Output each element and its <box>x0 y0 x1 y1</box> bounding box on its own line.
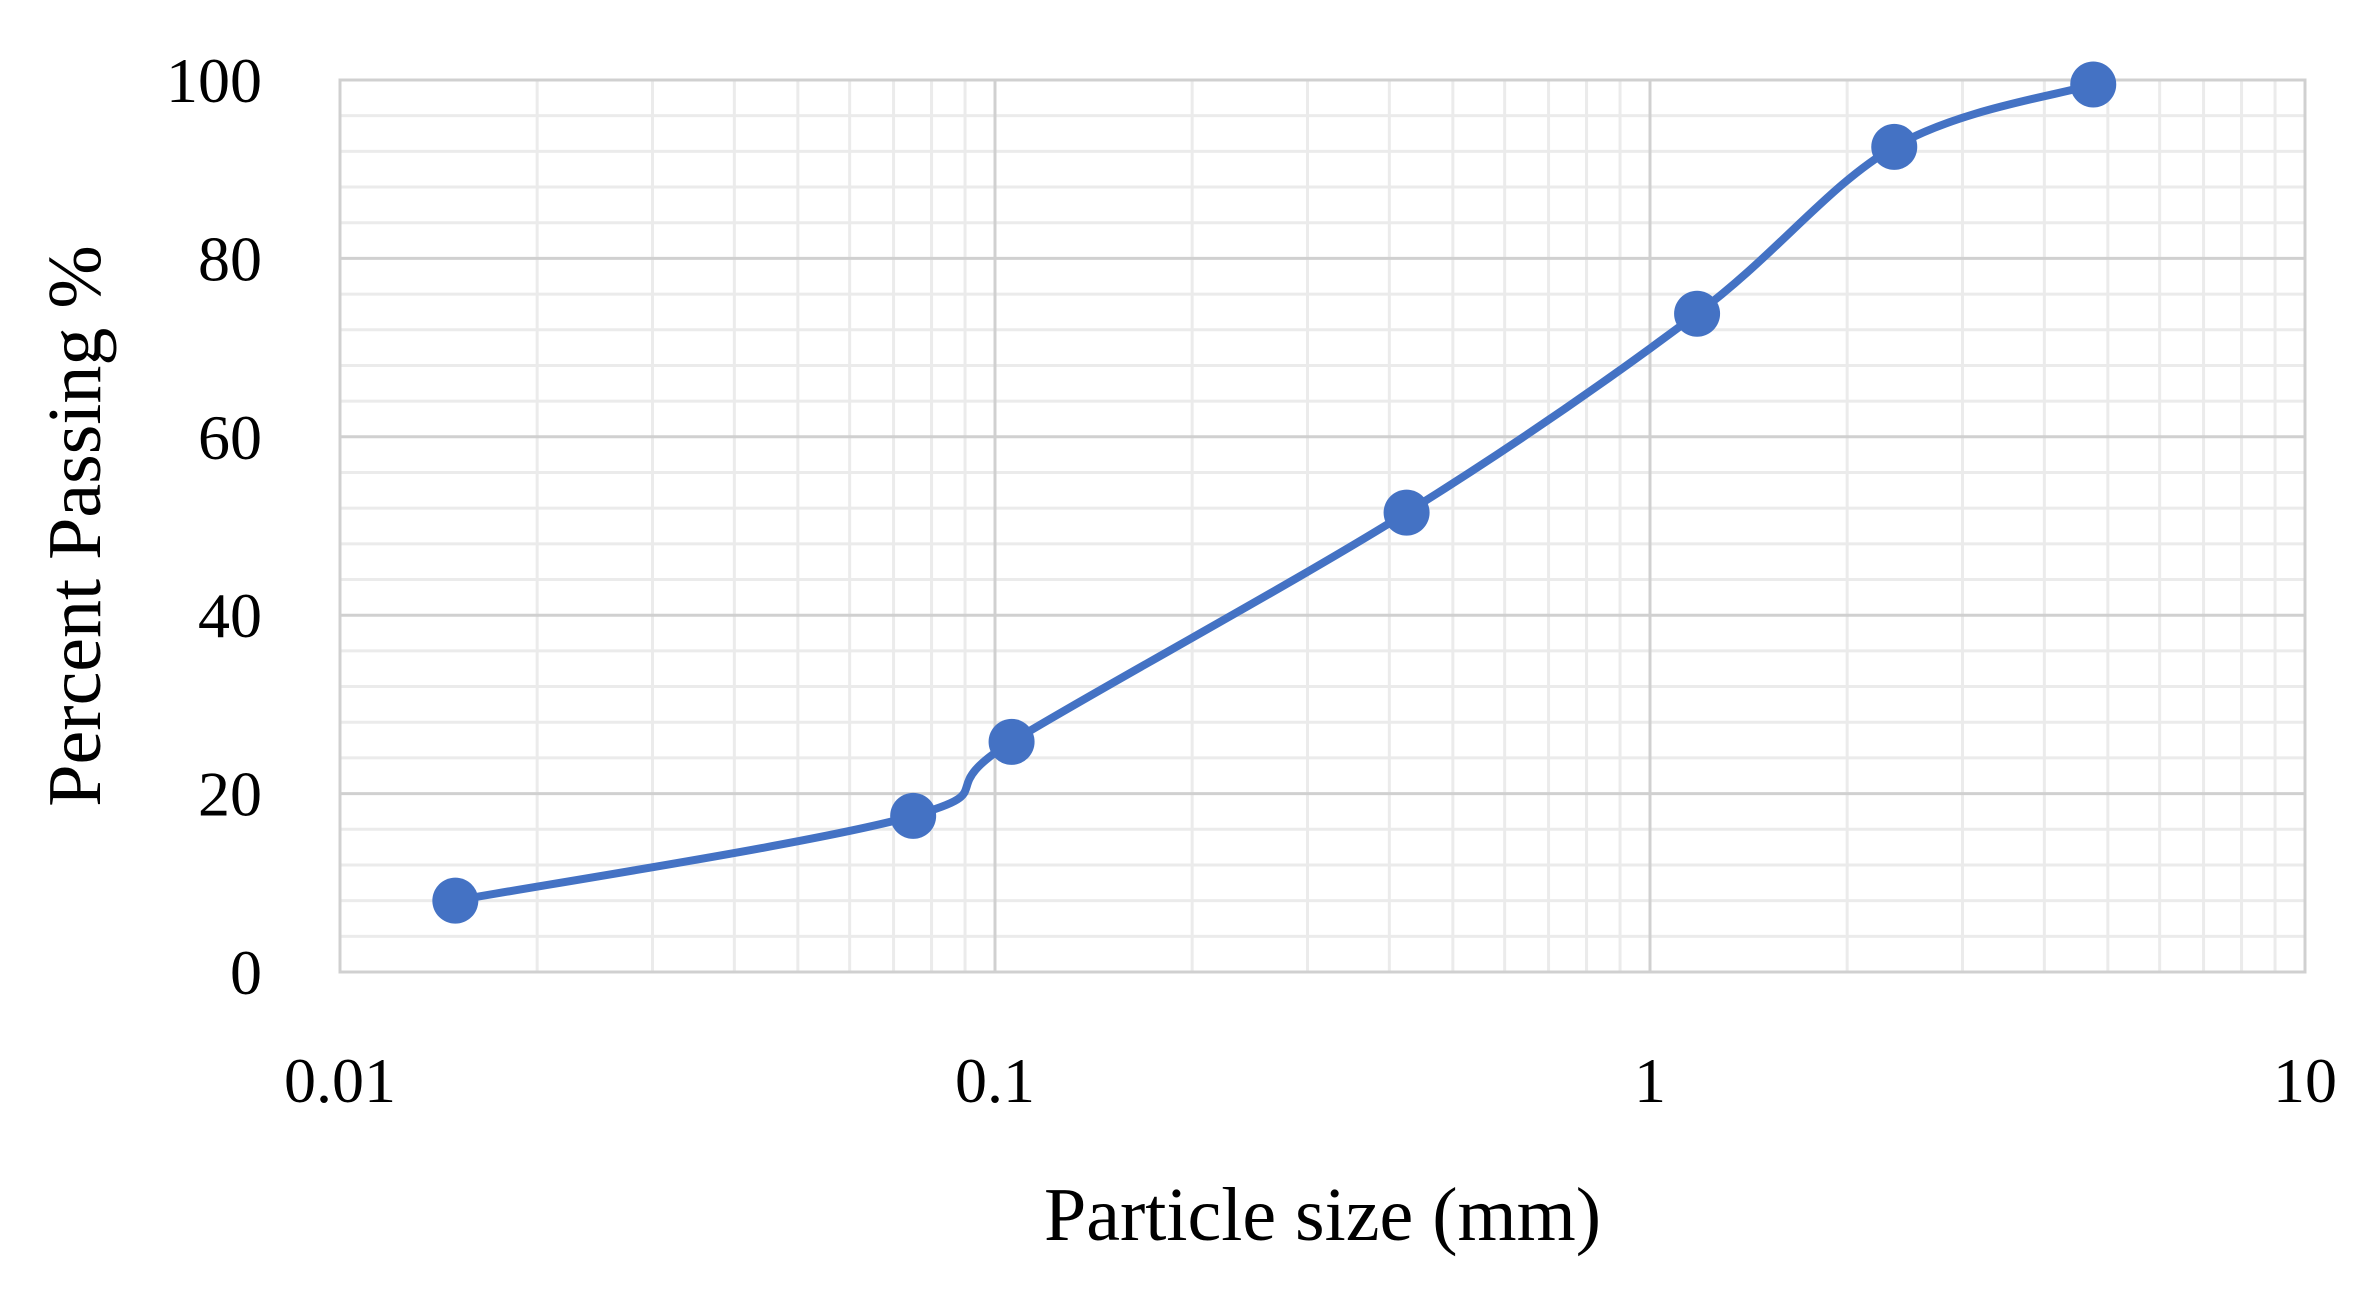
y-tick-label: 100 <box>166 45 262 116</box>
major-grid <box>338 78 2307 974</box>
series-layer <box>432 61 2117 924</box>
y-axis-tick-labels: 0 20 40 60 80 100 <box>166 45 262 1008</box>
y-tick-label: 80 <box>198 223 262 294</box>
plot-area-border <box>338 78 2307 974</box>
y-tick-label: 40 <box>198 580 262 651</box>
x-tick-label: 0.1 <box>955 1045 1035 1116</box>
x-axis-tick-labels: 0.01 0.1 1 10 <box>284 1045 2337 1116</box>
x-tick-label: 0.01 <box>284 1045 396 1116</box>
data-point <box>1674 290 1721 337</box>
y-axis-title: Percent Passing % <box>33 245 117 806</box>
x-axis-title: Particle size (mm) <box>1044 1173 1601 1257</box>
data-point <box>432 877 479 924</box>
x-tick-label: 1 <box>1634 1045 1666 1116</box>
series-line <box>451 80 2098 905</box>
data-point <box>1871 123 1918 170</box>
x-tick-label: 10 <box>2273 1045 2337 1116</box>
data-point <box>988 718 1035 765</box>
data-point <box>1383 489 1430 536</box>
y-tick-label: 0 <box>230 937 262 1008</box>
y-tick-label: 20 <box>198 759 262 830</box>
data-point <box>2070 61 2117 108</box>
data-point <box>890 792 937 839</box>
minor-grid <box>340 80 2305 972</box>
y-tick-label: 60 <box>198 402 262 473</box>
